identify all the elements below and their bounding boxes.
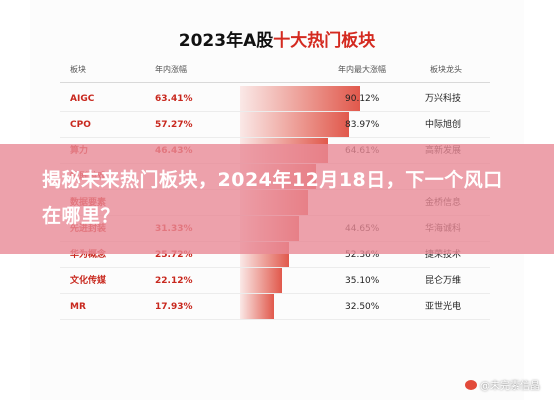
- sector-name: CPO: [70, 120, 91, 130]
- title-prefix: 2023年A股: [178, 31, 274, 51]
- row-divider: [60, 293, 490, 294]
- annual-gain-value: 17.93%: [155, 302, 193, 312]
- gain-bar: [240, 294, 274, 320]
- sector-name: 华为概念: [70, 250, 107, 260]
- annual-gain-value: 25.72%: [155, 250, 193, 260]
- headline-banner: 揭秘未来热门板块，2024年12月18日，下一个风口在哪里？: [0, 144, 554, 254]
- leader-stock: 亚世光电: [425, 302, 462, 312]
- gain-bar: [240, 112, 349, 138]
- sector-name: MR: [70, 302, 86, 312]
- row-divider: [60, 319, 490, 320]
- header-annual-gain: 年内涨幅: [155, 65, 187, 74]
- row-divider: [60, 111, 490, 112]
- gain-bar: [240, 268, 282, 294]
- headline-text: 揭秘未来热门板块，2024年12月18日，下一个风口在哪里？: [42, 169, 503, 227]
- header-max-gain: 年内最大涨幅: [338, 65, 386, 74]
- max-gain-value: 90.12%: [345, 94, 380, 104]
- table-row: AIGC 63.41% 90.12% 万兴科技: [60, 86, 490, 112]
- max-gain-value: 52.36%: [345, 250, 380, 260]
- sector-name: 文化传媒: [70, 276, 107, 286]
- leader-stock: 中际旭创: [425, 120, 462, 130]
- max-gain-value: 32.50%: [345, 302, 380, 312]
- max-gain-value: 83.97%: [345, 120, 380, 130]
- annual-gain-value: 63.41%: [155, 94, 193, 104]
- annual-gain-value: 22.12%: [155, 276, 193, 286]
- header-leader: 板块龙头: [430, 65, 462, 74]
- leader-stock: 捷荣技术: [425, 250, 462, 260]
- weibo-icon: [465, 380, 477, 390]
- title-highlight: 十大热门板块: [273, 31, 376, 51]
- table-row: 文化传媒 22.12% 35.10% 昆仑万维: [60, 268, 490, 294]
- row-divider: [60, 267, 490, 268]
- header-sector: 板块: [70, 65, 86, 74]
- table-row: MR 17.93% 32.50% 亚世光电: [60, 294, 490, 320]
- max-gain-value: 35.10%: [345, 276, 380, 286]
- table-row: CPO 57.27% 83.97% 中际旭创: [60, 112, 490, 138]
- leader-stock: 昆仑万维: [425, 276, 462, 286]
- leader-stock: 万兴科技: [425, 94, 462, 104]
- page-title: 2023年A股十大热门板块: [0, 26, 554, 51]
- sector-name: AIGC: [70, 94, 95, 104]
- watermark-text: @未完素信晶: [480, 381, 540, 392]
- annual-gain-value: 57.27%: [155, 120, 193, 130]
- header-divider: [60, 82, 490, 83]
- row-divider: [60, 137, 490, 138]
- gain-bar: [240, 86, 360, 112]
- watermark: @未完素信晶: [465, 377, 540, 392]
